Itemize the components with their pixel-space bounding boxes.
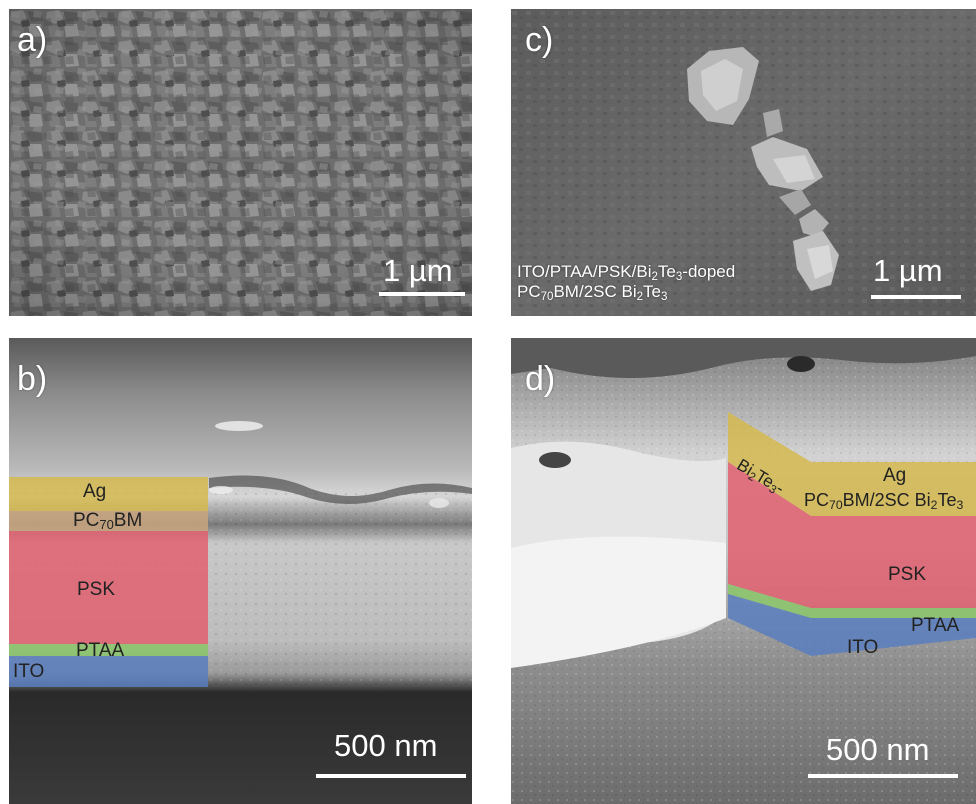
panel-c-label: c) bbox=[525, 21, 554, 59]
pcbm-text: PC bbox=[804, 490, 830, 510]
pcbm-text: Te bbox=[937, 490, 957, 510]
panel-d-scale-text: 500 nm bbox=[826, 732, 930, 767]
panel-a-scalebar: 1 µm bbox=[377, 255, 467, 300]
panel-c-scale-text: 1 µm bbox=[873, 253, 943, 288]
caption-text: ITO/PTAA/PSK/Bi bbox=[517, 262, 652, 281]
pcbm-sub: 2 bbox=[930, 498, 938, 513]
caption-sub: 3 bbox=[675, 270, 683, 283]
panel-d-pcbm-label: PC70BM/2SC Bi2Te3 bbox=[804, 490, 964, 513]
panel-d-ito-label: ITO bbox=[847, 637, 879, 658]
panel-b-label: b) bbox=[17, 360, 48, 398]
panel-b-ag-label: Ag bbox=[83, 481, 107, 502]
caption-text: Te bbox=[657, 262, 676, 281]
panel-d-scale-line bbox=[808, 774, 958, 778]
panel-b-scalebar: 500 nm bbox=[314, 730, 469, 780]
caption-sub: 3 bbox=[661, 291, 668, 304]
panel-b-ptaa-label: PTAA bbox=[76, 640, 125, 661]
panel-a-sem-surface: a) 1 µm bbox=[9, 9, 472, 316]
caption-sub: 70 bbox=[540, 291, 554, 304]
panel-b-scale-line bbox=[316, 774, 466, 778]
caption-text: -doped bbox=[682, 262, 736, 281]
caption-sub: 2 bbox=[636, 291, 644, 304]
pcbm-text: PC bbox=[73, 510, 100, 531]
panel-c-image bbox=[511, 9, 976, 316]
panel-b-image bbox=[9, 338, 472, 804]
pcbm-sub: 70 bbox=[829, 498, 843, 513]
panel-c-scale-line bbox=[871, 295, 961, 299]
panel-d-psk-label: PSK bbox=[888, 564, 927, 585]
pcbm-sub: 3 bbox=[956, 498, 964, 513]
caption-text: PC bbox=[517, 282, 541, 302]
panel-d-ptaa-label: PTAA bbox=[911, 615, 960, 636]
panel-b-ito-label: ITO bbox=[13, 661, 45, 682]
panel-c-scalebar: 1 µm bbox=[871, 255, 966, 300]
panel-a-label: a) bbox=[17, 21, 48, 59]
panel-d-label: d) bbox=[525, 360, 556, 398]
panel-d-sem-cross-section: d) Bi2Te3- Ag PC70BM/2SC Bi2Te3 PSK PTAA… bbox=[511, 338, 976, 804]
panel-c-caption: ITO/PTAA/PSK/Bi2Te3-doped PC70BM/2SC Bi2… bbox=[517, 262, 735, 303]
panel-c-caption-line1: ITO/PTAA/PSK/Bi2Te3-doped bbox=[517, 262, 736, 283]
pcbm-text: BM/2SC Bi bbox=[842, 490, 931, 510]
panel-a-scale-line bbox=[379, 292, 465, 296]
caption-sub: 2 bbox=[651, 270, 658, 283]
pcbm-sub: 70 bbox=[99, 517, 114, 533]
caption-text: Te bbox=[643, 282, 661, 302]
panel-d-ag-label: Ag bbox=[883, 465, 907, 486]
panel-b-scale-text: 500 nm bbox=[334, 728, 438, 763]
panel-a-image bbox=[9, 9, 472, 316]
panel-d-image bbox=[511, 338, 976, 804]
panel-d-scalebar: 500 nm bbox=[806, 730, 966, 780]
panel-b-pcbm-label: PC70BM bbox=[73, 510, 143, 533]
pcbm-text: BM bbox=[113, 510, 143, 531]
panel-c-caption-line2: PC70BM/2SC Bi2Te3 bbox=[517, 282, 735, 304]
caption-text: BM/2SC Bi bbox=[553, 282, 637, 302]
panel-c-sem-surface: c) ITO/PTAA/PSK/Bi2Te3-doped PC70BM/2SC … bbox=[511, 9, 976, 316]
panel-a-scale-text: 1 µm bbox=[383, 253, 453, 288]
panel-b-sem-cross-section: b) Ag PC70BM PSK PTAA ITO 500 nm bbox=[9, 338, 472, 804]
panel-b-psk-label: PSK bbox=[77, 579, 116, 600]
